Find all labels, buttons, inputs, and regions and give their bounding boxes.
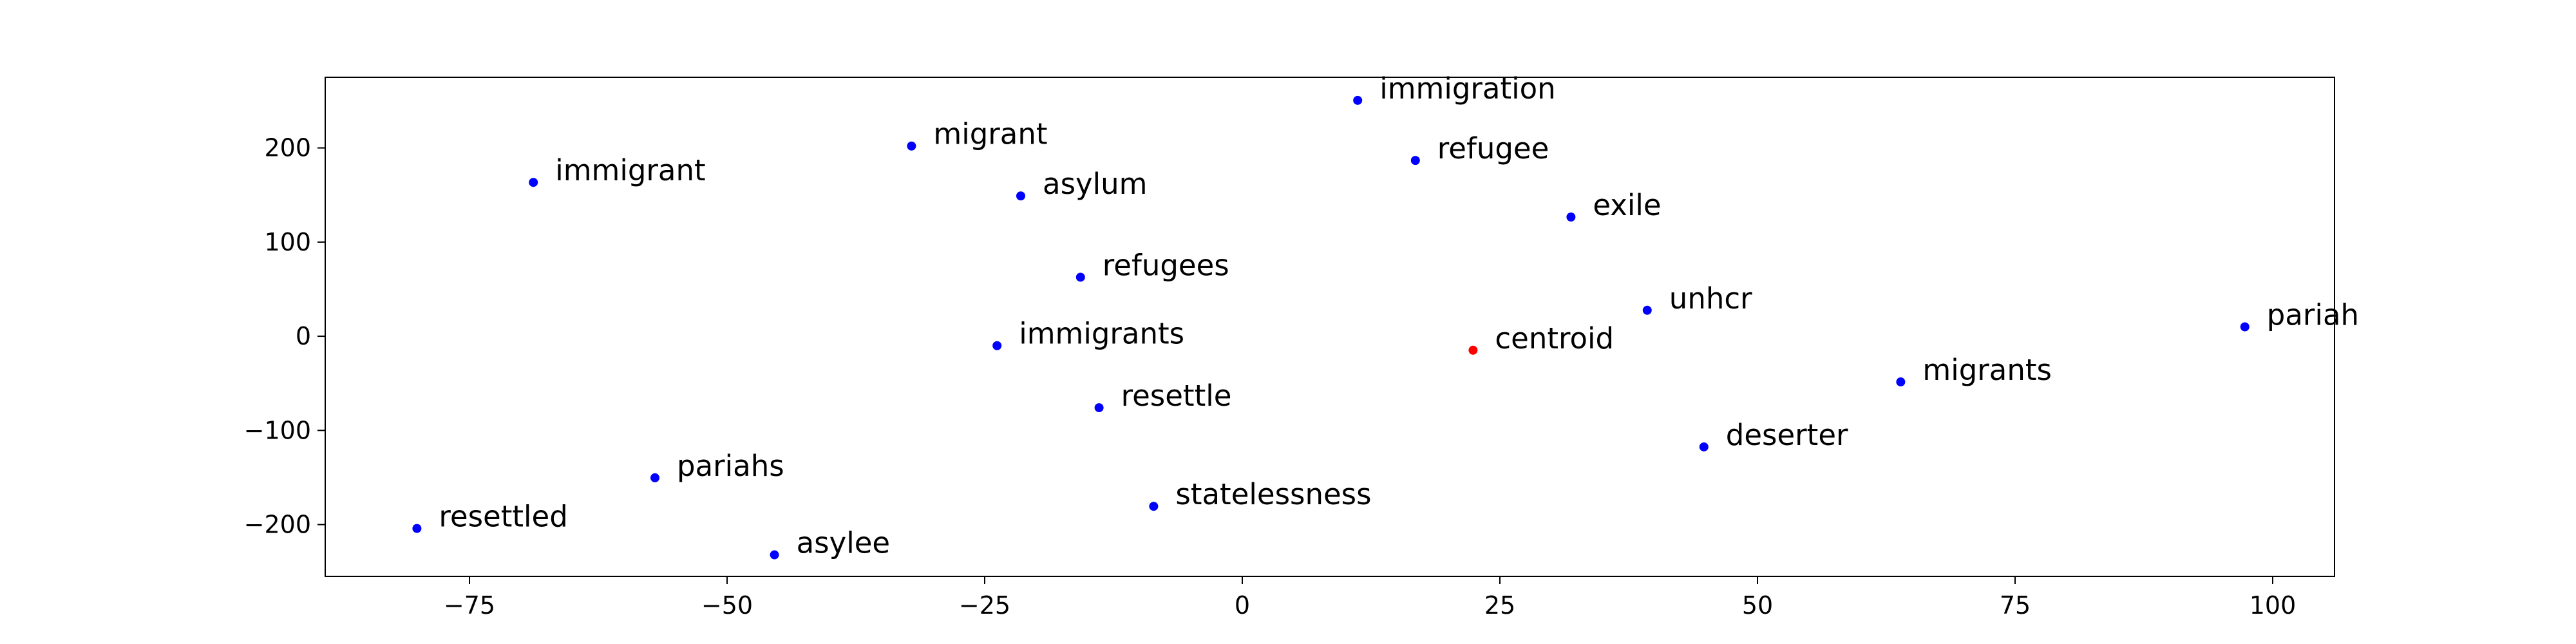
data-points: immigration migrant refugee immigrant asylum… — [412, 71, 2359, 560]
word-label: asylum — [1043, 167, 1148, 201]
word-point — [1410, 156, 1420, 166]
x-tick-label: 100 — [2249, 591, 2297, 620]
word-label: resettle — [1121, 379, 1232, 413]
x-tick-label: −25 — [959, 591, 1010, 620]
x-tick-label: −75 — [444, 591, 495, 620]
word-label: pariahs — [677, 449, 784, 483]
word-point — [1642, 305, 1652, 315]
x-tick-label: 0 — [1235, 591, 1250, 620]
word-label: statelessness — [1175, 477, 1371, 511]
word-point — [907, 141, 916, 151]
word-point — [1699, 442, 1709, 451]
y-tick-label: −100 — [244, 416, 311, 444]
word-point — [2240, 322, 2249, 332]
x-tick-label: 25 — [1484, 591, 1515, 620]
word-label: exile — [1593, 188, 1661, 222]
word-point — [1094, 403, 1104, 413]
word-point — [529, 178, 538, 187]
word-point — [1896, 377, 1906, 387]
centroid-label: centroid — [1495, 321, 1614, 355]
y-axis-ticks: −200 −100 0 100 200 — [244, 134, 325, 539]
x-tick-label: 50 — [1742, 591, 1773, 620]
word-point — [1566, 213, 1576, 222]
word-label: immigrants — [1019, 317, 1184, 351]
x-axis-ticks: −75 −50 −25 0 25 50 75 100 — [444, 576, 2296, 620]
word-label: unhcr — [1669, 281, 1752, 316]
word-label: refugee — [1437, 131, 1549, 166]
word-label: migrants — [1922, 353, 2052, 387]
plot-area-frame — [325, 77, 2335, 577]
word-label: immigration — [1379, 71, 1556, 106]
word-point — [992, 341, 1002, 350]
y-tick-label: 0 — [296, 322, 311, 350]
word-point — [1149, 502, 1159, 511]
x-tick-label: −50 — [701, 591, 753, 620]
word-point — [1016, 191, 1025, 201]
word-point — [650, 473, 659, 482]
centroid-point — [1468, 345, 1478, 355]
x-tick-label: 75 — [2000, 591, 2031, 620]
word-label: resettled — [439, 500, 567, 534]
word-label: migrant — [933, 117, 1047, 151]
word-point — [1075, 272, 1085, 282]
word-label: refugees — [1103, 248, 1229, 282]
word-label: asylee — [797, 526, 891, 560]
word-label: pariah — [2267, 298, 2359, 332]
word-label: deserter — [1726, 418, 1848, 452]
y-tick-label: 200 — [264, 134, 311, 162]
word-label: immigrant — [555, 153, 705, 187]
y-tick-label: 100 — [264, 228, 311, 256]
word-point — [770, 550, 779, 560]
word-point — [1353, 95, 1363, 105]
word-point — [412, 524, 422, 533]
y-tick-label: −200 — [244, 511, 311, 539]
